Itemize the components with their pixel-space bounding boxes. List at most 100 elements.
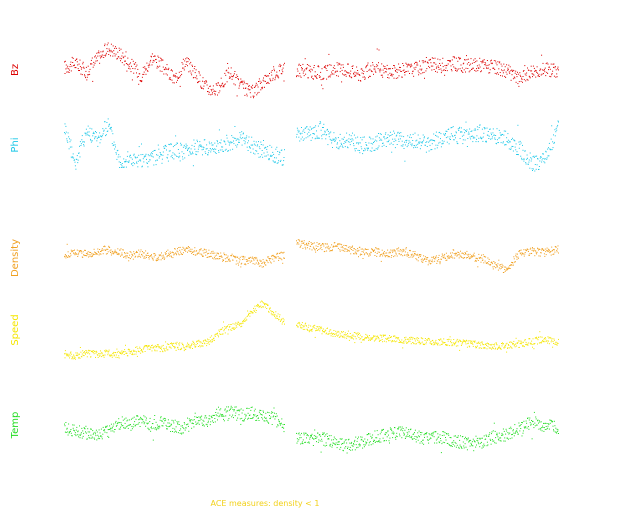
data-point [267,146,269,148]
data-point [349,73,351,75]
data-point [123,158,125,160]
data-point [160,416,162,418]
data-point [316,441,317,443]
data-point [353,72,354,74]
data-point [235,144,237,146]
data-point [263,80,265,82]
data-point [265,412,267,414]
data-point [177,248,178,250]
data-point [296,324,298,326]
data-point [532,343,534,345]
data-point [146,255,148,256]
data-point [148,66,150,68]
data-point [349,336,351,338]
data-point [150,153,152,155]
data-point [424,144,426,146]
data-point [173,74,175,76]
data-point [172,251,173,253]
data-point [138,83,140,85]
data-point [136,72,137,74]
data-point [369,136,371,138]
data-point [114,251,116,253]
data-point [68,432,70,434]
data-point [311,76,312,78]
data-point [340,246,342,248]
data-point [410,254,412,256]
data-point [228,141,230,143]
data-point [483,59,485,61]
data-point [375,437,377,439]
data-point [223,85,224,87]
data-point [343,143,345,144]
data-point [238,139,240,141]
data-point [490,264,492,266]
data-point [195,151,197,153]
data-point [392,251,394,253]
data-point [78,356,80,358]
data-point [396,71,398,73]
data-point [253,257,255,259]
data-point [240,81,242,82]
data-point [266,83,268,84]
data-point [505,71,507,73]
data-point [548,337,550,339]
data-point [326,70,328,71]
data-point [361,436,363,438]
data-point [525,249,527,251]
data-point [206,81,208,83]
data-point [299,324,301,326]
data-point [473,59,475,61]
data-point [402,347,404,349]
data-point [398,247,400,249]
data-point [79,357,81,359]
data-point [511,347,513,349]
data-point [249,147,251,149]
data-point [553,134,554,136]
data-point [270,262,272,264]
data-point [219,409,221,411]
data-point [508,267,510,269]
data-point [150,255,152,257]
data-point [384,255,386,257]
data-point [498,62,500,64]
data-point [101,248,103,250]
data-point [453,56,455,58]
data-point [533,74,535,76]
data-point [72,57,74,59]
data-point [115,425,117,427]
data-point [326,129,328,131]
data-point [82,63,84,65]
data-point [402,70,404,72]
data-point [470,342,472,344]
data-point [78,434,80,436]
data-point [536,71,538,73]
data-point [83,427,85,429]
data-point [140,350,142,352]
data-point [424,61,426,63]
data-point [240,134,242,136]
data-point [67,141,69,143]
data-point [153,253,155,255]
data-point [477,67,479,69]
data-point [271,411,273,413]
data-point [142,351,144,353]
data-point [129,254,131,256]
data-point [249,147,251,148]
data-point [497,263,499,265]
data-point [365,142,367,143]
data-point [282,317,284,319]
data-point [231,407,233,409]
data-point [557,245,559,247]
data-point [92,66,94,68]
data-point [514,261,516,262]
data-point [166,428,167,430]
data-point [315,125,317,127]
data-point [276,253,278,255]
data-point [94,350,96,352]
data-point [202,424,204,426]
data-point [321,440,323,442]
data-point [97,55,99,57]
data-point [84,428,86,430]
data-point [521,254,523,256]
data-point [382,429,384,431]
